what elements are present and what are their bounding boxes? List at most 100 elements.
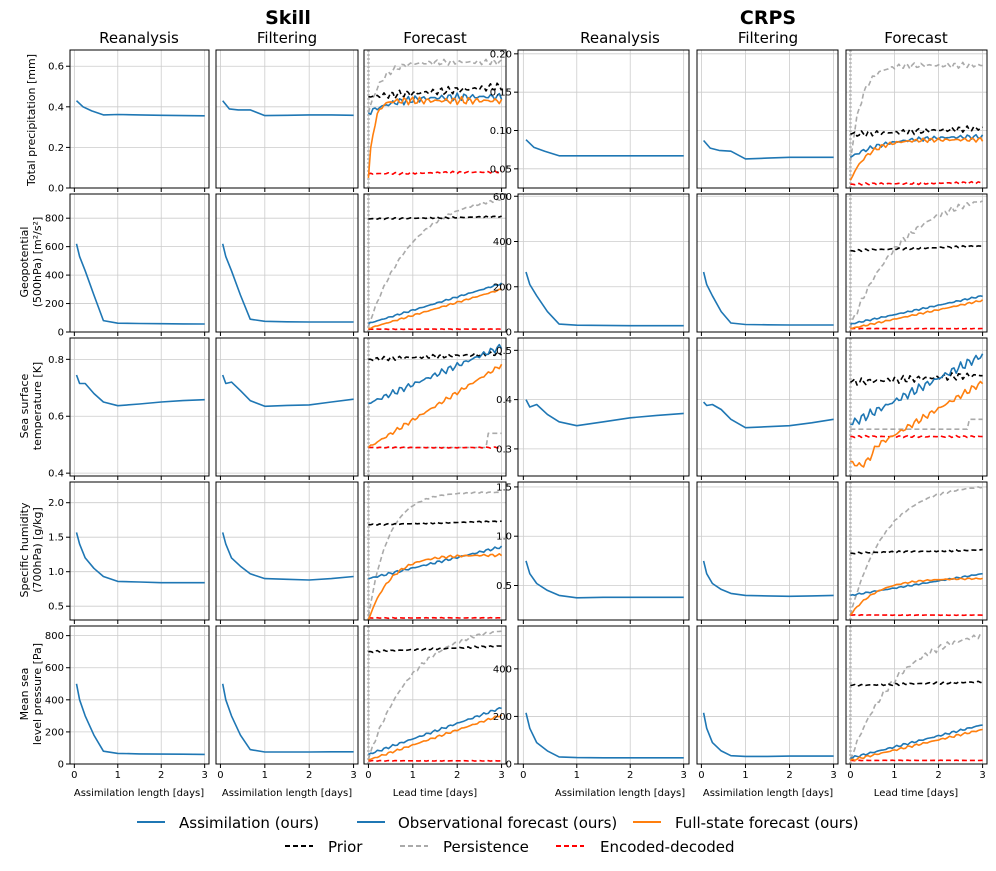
panel-frame	[696, 49, 839, 189]
x-tick-label: 2	[158, 770, 164, 781]
y-tick-label: 0.5	[496, 581, 512, 592]
series-persistence	[367, 491, 502, 617]
panel-frame	[517, 625, 690, 765]
y-tick-label: 200	[493, 282, 512, 293]
panel-frame	[845, 481, 988, 621]
panel-frame	[517, 337, 690, 477]
x-tick-label: 1	[115, 770, 121, 781]
series-assimilation	[221, 374, 354, 408]
panel-frame	[215, 625, 359, 765]
y-tick-label: 600	[493, 192, 512, 203]
panel-frame	[696, 337, 839, 477]
x-tick-label: 2	[786, 770, 792, 781]
series-observational	[850, 572, 983, 597]
series-full-state	[367, 363, 503, 449]
series-assimilation	[525, 139, 684, 157]
panel-frame	[363, 193, 507, 333]
y-tick-label: 1.0	[496, 532, 512, 543]
panel-0-1	[215, 49, 359, 192]
legend-label-observational-forecast: Observational forecast (ours)	[398, 814, 617, 832]
series-observational	[368, 343, 503, 405]
legend-label-persistence: Persistence	[443, 838, 529, 856]
series-encoded	[368, 328, 502, 331]
panel-frame	[69, 625, 210, 765]
panel-4-0: 0 1 2 3 0 200 400 600 800	[45, 625, 210, 781]
series-prior	[850, 125, 983, 138]
y-tick-label: 400	[493, 664, 512, 675]
y-tick-label: 0.2	[48, 143, 64, 154]
series-encoded	[850, 759, 983, 762]
row-label-line: temperature [K]	[31, 362, 44, 450]
series-observational	[368, 282, 503, 325]
series-full-state	[849, 577, 983, 616]
series-full-state	[849, 136, 984, 181]
series-prior	[368, 215, 502, 221]
x-tick-label: 3	[201, 770, 207, 781]
panel-1-1	[215, 193, 359, 336]
panel-4-2: 0 1 2 3	[363, 625, 507, 781]
panel-frame	[215, 193, 359, 333]
series-observational	[850, 295, 983, 325]
panel-frame	[845, 49, 988, 189]
series-encoded	[850, 434, 983, 439]
series-prior	[849, 372, 983, 386]
series-observational	[368, 707, 502, 756]
panel-frame	[69, 481, 210, 621]
series-assimilation	[75, 374, 205, 407]
series-assimilation	[222, 100, 354, 117]
panel-3-4	[696, 481, 839, 624]
panel-frame	[517, 49, 690, 189]
series-assimilation	[75, 683, 205, 756]
panel-1-4	[696, 193, 839, 336]
panel-4-5: 0 1 2 3	[845, 625, 988, 781]
y-tick-label: 0	[506, 760, 512, 771]
series-observational	[367, 92, 503, 116]
y-tick-label: 0.5	[48, 602, 64, 613]
y-tick-label: 0	[58, 760, 64, 771]
series-assimilation	[702, 139, 834, 160]
x-tick-label: 0	[698, 770, 704, 781]
series-prior	[850, 680, 983, 687]
x-tick-label: 2	[306, 770, 312, 781]
row-label-line: level pressure [Pa]	[31, 643, 44, 745]
panel-3-5	[845, 481, 988, 624]
series-assimilation	[75, 243, 205, 325]
series-persistence	[849, 200, 983, 328]
column-title-crps-filtering: Filtering	[738, 29, 798, 47]
x-tick-label: 0	[847, 770, 853, 781]
panel-4-1: 0 1 2 3	[215, 625, 359, 781]
series-assimilation	[702, 712, 834, 758]
panel-4-4: 0 1 2 3	[696, 625, 839, 781]
panel-2-0: 0.4 0.6 0.8	[48, 337, 210, 480]
series-observational	[850, 353, 984, 426]
y-tick-label: 1.5	[48, 533, 64, 544]
panel-3-1	[215, 481, 359, 624]
x-tick-label: 1	[742, 770, 748, 781]
series-assimilation	[702, 560, 834, 598]
series-encoded	[850, 614, 983, 617]
panel-2-5	[845, 337, 988, 480]
x-axis-label-skill-filtering: Assimilation length [days]	[222, 788, 352, 799]
column-title-crps-reanalysis: Reanalysis	[580, 29, 660, 47]
panel-frame	[215, 49, 359, 189]
row-label-line: (700hPa) [g/kg]	[31, 507, 44, 593]
y-tick-label: 1.0	[48, 567, 64, 578]
x-tick-label: 0	[365, 770, 371, 781]
y-tick-label: 0.6	[48, 62, 64, 73]
series-assimilation	[221, 243, 354, 323]
panel-frame	[696, 625, 839, 765]
row-label-line: Geopotential	[18, 227, 31, 298]
series-assimilation	[221, 532, 354, 581]
x-tick-label: 3	[979, 770, 985, 781]
row-label-line: Total precipitation [mm]	[25, 54, 38, 187]
x-tick-label: 2	[935, 770, 941, 781]
series-full-state	[367, 95, 503, 178]
series-full-state	[367, 553, 503, 621]
series-prior	[368, 520, 502, 526]
series-persistence	[367, 58, 503, 114]
panel-frame	[845, 337, 988, 477]
row-label-geopotential: Geopotential (500hPa) [m²/s²]	[18, 217, 44, 307]
y-tick-label: 400	[45, 695, 64, 706]
panel-frame	[363, 337, 507, 477]
